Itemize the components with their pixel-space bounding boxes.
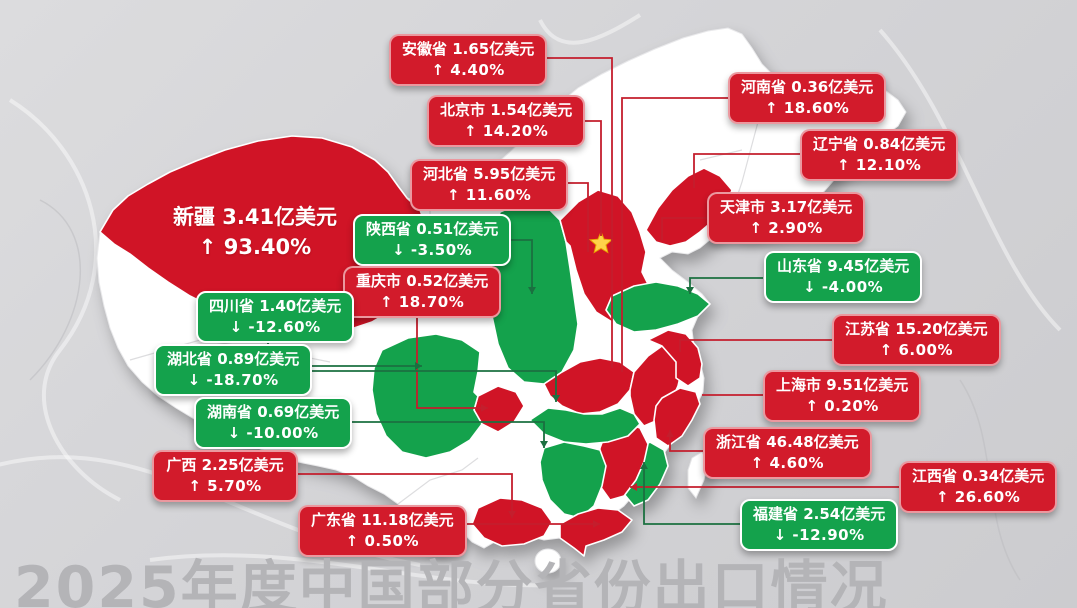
trend-up-icon: ↑ bbox=[805, 397, 819, 415]
trend-up-icon: ↑ bbox=[198, 235, 217, 259]
page-title: 2025年度中国部分省份出口情况 bbox=[14, 555, 889, 608]
xinjiang-label-pct: 93.40% bbox=[223, 235, 312, 259]
callout-shandong: 山东省 9.45亿美元 ↓ -4.00% bbox=[764, 251, 923, 303]
trend-up-icon: ↑ bbox=[345, 532, 359, 550]
trend-up-icon: ↑ bbox=[764, 99, 779, 117]
trend-up-icon: ↑ bbox=[446, 186, 461, 204]
trend-up-icon: ↑ bbox=[749, 219, 763, 237]
callout-henan: 河南省 0.36亿美元 ↑ 18.60% bbox=[728, 72, 887, 124]
callout-hebei: 河北省 5.95亿美元 ↑ 11.60% bbox=[410, 159, 569, 211]
callout-zhejiang: 浙江省 46.48亿美元 ↑ 4.60% bbox=[703, 427, 872, 479]
callout-guangxi: 广西 2.25亿美元 ↑ 5.70% bbox=[152, 450, 298, 502]
callout-anhui: 安徽省 1.65亿美元 ↑ 4.40% bbox=[389, 34, 548, 86]
trend-down-icon: ↓ bbox=[803, 278, 817, 296]
callout-tianjin: 天津市 3.17亿美元 ↑ 2.90% bbox=[707, 192, 866, 244]
callout-jiangxi: 江西省 0.34亿美元 ↑ 26.60% bbox=[899, 461, 1058, 513]
trend-down-icon: ↓ bbox=[187, 371, 201, 389]
map-region-guangdong bbox=[559, 507, 633, 557]
callout-shaanxi: 陕西省 0.51亿美元 ↓ -3.50% bbox=[353, 214, 512, 266]
callout-jiangsu: 江苏省 15.20亿美元 ↑ 6.00% bbox=[832, 314, 1001, 366]
trend-down-icon: ↓ bbox=[229, 318, 243, 336]
xinjiang-label-value: 新疆 3.41亿美元 bbox=[172, 205, 338, 229]
trend-up-icon: ↑ bbox=[188, 477, 202, 495]
callout-fujian: 福建省 2.54亿美元 ↓ -12.90% bbox=[740, 499, 899, 551]
trend-down-icon: ↓ bbox=[392, 241, 406, 259]
callout-liaoning: 辽宁省 0.84亿美元 ↑ 12.10% bbox=[800, 129, 959, 181]
trend-up-icon: ↑ bbox=[935, 488, 950, 506]
callout-sichuan: 四川省 1.40亿美元 ↓ -12.60% bbox=[196, 291, 355, 343]
map-region-sichuan bbox=[371, 333, 483, 459]
map-region-hunan bbox=[539, 441, 607, 519]
callout-beijing: 北京市 1.54亿美元 ↑ 14.20% bbox=[427, 95, 586, 147]
callout-hunan: 湖南省 0.69亿美元 ↓ -10.00% bbox=[194, 397, 353, 449]
trend-up-icon: ↑ bbox=[836, 156, 851, 174]
trend-down-icon: ↓ bbox=[773, 526, 787, 544]
callout-chongqing: 重庆市 0.52亿美元 ↑ 18.70% bbox=[343, 266, 502, 318]
xinjiang-map-label: 新疆 3.41亿美元 ↑ 93.40% bbox=[146, 202, 364, 262]
trend-up-icon: ↑ bbox=[463, 122, 478, 140]
trend-up-icon: ↑ bbox=[431, 61, 445, 79]
map-region-hainan bbox=[534, 548, 562, 574]
trend-up-icon: ↑ bbox=[379, 293, 394, 311]
callout-shanghai: 上海市 9.51亿美元 ↑ 0.20% bbox=[763, 370, 922, 422]
trend-down-icon: ↓ bbox=[227, 424, 241, 442]
callout-hubei: 湖北省 0.89亿美元 ↓ -18.70% bbox=[154, 344, 313, 396]
trend-up-icon: ↑ bbox=[879, 341, 893, 359]
trend-up-icon: ↑ bbox=[750, 454, 764, 472]
